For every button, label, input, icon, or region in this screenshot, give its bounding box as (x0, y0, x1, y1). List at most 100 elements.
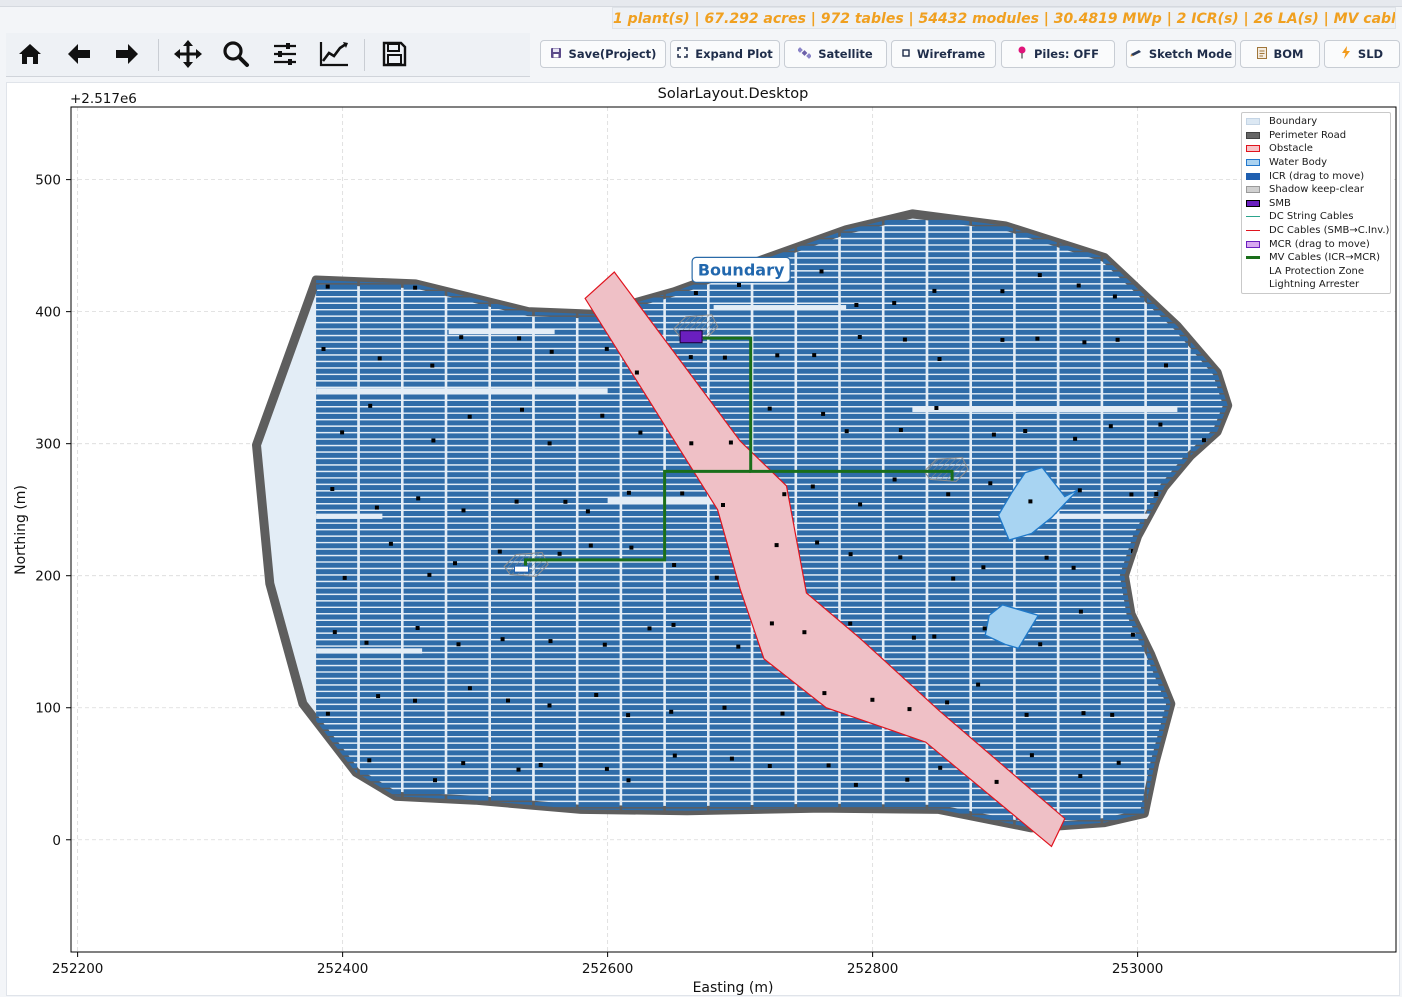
icr-box[interactable] (679, 330, 703, 344)
solar-table-row (709, 627, 751, 633)
solar-table-row (1103, 278, 1145, 284)
solar-table-row (1059, 291, 1101, 296)
edit-axes-icon[interactable] (314, 35, 354, 73)
solar-table-row (797, 769, 839, 775)
inverter-marker (769, 621, 774, 626)
solar-table-row (359, 633, 401, 639)
solar-table-row (1103, 653, 1145, 659)
save-project-button[interactable]: Save(Project) (540, 40, 666, 68)
solar-table-row (359, 595, 401, 601)
solar-table-row (928, 426, 970, 432)
solar-table-row (665, 614, 707, 620)
expand-plot-button[interactable]: Expand Plot (670, 40, 780, 68)
solar-table-row (797, 523, 839, 529)
inverter-marker (1078, 609, 1083, 614)
solar-table-row (578, 659, 620, 665)
solar-table-row (534, 679, 576, 685)
solar-table-row (534, 621, 576, 626)
solar-table-row (447, 498, 489, 503)
solar-table-row (622, 640, 664, 646)
solar-table-row (491, 659, 533, 665)
solar-table-row (884, 420, 926, 426)
water-body[interactable] (997, 466, 1079, 541)
solar-table-row (972, 569, 1014, 575)
solar-table-row (622, 485, 664, 491)
solar-table-row (447, 446, 489, 452)
solar-table-row (447, 692, 489, 698)
icr-marker[interactable] (514, 565, 529, 573)
solar-table-row (840, 504, 882, 510)
solar-table-row (1103, 329, 1145, 335)
solar-table-row (797, 724, 839, 730)
wireframe-button[interactable]: Wireframe (891, 40, 996, 68)
water-body[interactable] (984, 604, 1040, 650)
solar-table-row (709, 388, 751, 394)
inverter-marker (1000, 337, 1005, 342)
solar-table-row (578, 381, 620, 387)
bom-button[interactable]: BOM (1240, 40, 1320, 68)
solar-table-row (534, 420, 576, 426)
legend-swatch (1246, 172, 1260, 180)
solar-table-row (884, 659, 926, 665)
sketch-mode-button[interactable]: Sketch Mode (1126, 40, 1236, 68)
inverter-marker (988, 481, 993, 486)
solar-table-row (884, 653, 926, 659)
solar-table-row (316, 692, 358, 698)
solar-table-row (1059, 621, 1101, 626)
solar-table-row (1015, 633, 1057, 639)
solar-table-row (928, 336, 970, 342)
solar-table-row (447, 562, 489, 568)
solar-table-row (972, 698, 1014, 704)
solar-table-row (1015, 258, 1057, 264)
solar-table-row (534, 336, 576, 342)
solar-table-row (928, 439, 970, 445)
solar-table-row (753, 433, 795, 439)
solar-table-row (491, 608, 533, 613)
inverter-marker (604, 766, 609, 771)
sld-button[interactable]: SLD (1324, 40, 1400, 68)
solar-table-row (709, 420, 751, 426)
solar-table-row (359, 316, 401, 322)
configure-subplots-icon[interactable] (265, 35, 305, 73)
solar-table-row (665, 504, 707, 510)
solar-table-row (403, 375, 445, 381)
pencil-icon (1130, 48, 1142, 61)
satellite-button[interactable]: Satellite (784, 40, 887, 68)
inverter-marker (1044, 555, 1049, 560)
solar-table-row (447, 310, 489, 316)
solar-table-row (884, 562, 926, 568)
solar-table-row (884, 782, 926, 788)
solar-table-row (1103, 433, 1145, 439)
solar-table-row (403, 498, 445, 503)
solar-table-row (491, 640, 533, 646)
home-icon[interactable] (10, 35, 50, 73)
solar-table-row (1146, 388, 1188, 394)
solar-table-row (1015, 621, 1057, 626)
piles-toggle-button[interactable]: Piles: OFF (1001, 40, 1115, 68)
icr-box[interactable] (514, 565, 529, 573)
solar-table-row (534, 349, 576, 355)
obstacle-corridor[interactable] (584, 271, 1066, 848)
forward-arrow-icon[interactable] (107, 35, 147, 73)
save-figure-icon[interactable] (374, 35, 414, 73)
solar-table-row (972, 278, 1014, 284)
solar-table-row (972, 808, 1014, 814)
solar-table-row (753, 426, 795, 432)
icr-marker[interactable] (679, 330, 703, 344)
back-arrow-icon[interactable] (59, 35, 99, 73)
zoom-icon[interactable] (216, 35, 256, 73)
solar-table-row (1015, 375, 1057, 381)
solar-table-row (1015, 782, 1057, 788)
inverter-marker (780, 711, 785, 716)
inverter-marker (332, 630, 337, 635)
solar-table-row (447, 297, 489, 303)
solar-table-row (534, 795, 576, 801)
solar-table-row (972, 271, 1014, 277)
pan-icon[interactable] (168, 35, 208, 73)
solar-table-row (1059, 679, 1101, 685)
solar-table-row (403, 342, 445, 348)
solar-table-row (316, 575, 358, 581)
solar-table-row (1015, 271, 1057, 277)
shadow-keep-clear-zone (923, 456, 969, 482)
